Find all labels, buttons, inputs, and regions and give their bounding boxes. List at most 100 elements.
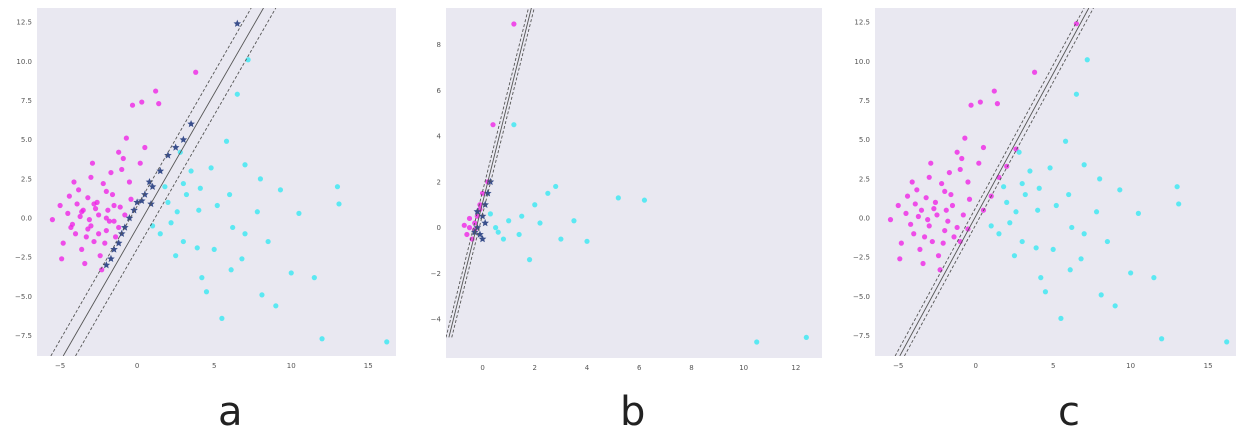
- magenta-point: [994, 101, 1000, 107]
- magenta-point: [193, 69, 199, 75]
- y-tick-label: −4: [431, 316, 442, 324]
- cyan-point: [1036, 185, 1042, 191]
- x-tick-label: −5: [893, 362, 903, 370]
- scatter-chart-b: 0 2 4 6 8 10 12 −4 −2 0 2 4 6 8: [431, 8, 822, 372]
- magenta-point: [116, 149, 122, 155]
- magenta-point: [77, 213, 83, 220]
- magenta-point: [156, 101, 162, 107]
- cyan-point: [506, 218, 512, 224]
- magenta-point: [65, 210, 71, 216]
- cyan-point: [162, 184, 168, 190]
- support-vector-point: [148, 182, 157, 190]
- cyan-point: [311, 275, 317, 281]
- y-tick-label: 12.5: [854, 19, 870, 27]
- cyan-point: [1022, 191, 1028, 198]
- magenta-point: [898, 240, 904, 246]
- magenta-point: [103, 188, 109, 195]
- x-tick-label: 4: [585, 364, 590, 372]
- magenta-point: [153, 88, 159, 94]
- magenta-point: [89, 160, 96, 166]
- magenta-point: [962, 135, 968, 141]
- y-tick-label: 7.5: [21, 97, 32, 105]
- cyan-point: [188, 168, 194, 174]
- cyan-point: [1081, 162, 1087, 168]
- magenta-point: [100, 180, 106, 187]
- y-tick-label: 5.0: [21, 136, 32, 144]
- cyan-point: [242, 162, 248, 168]
- magenta-point: [908, 221, 914, 227]
- cyan-point: [226, 191, 233, 198]
- support-vector-point: [102, 261, 111, 269]
- magenta-point: [117, 204, 123, 210]
- magenta-point: [111, 218, 117, 224]
- magenta-point: [461, 222, 467, 228]
- cyan-point: [519, 213, 525, 219]
- magenta-point: [128, 196, 134, 202]
- y-tick-label: 0.0: [21, 215, 32, 223]
- magenta-point: [99, 267, 105, 273]
- magenta-point: [903, 210, 909, 216]
- x-tick-label: −5: [55, 362, 65, 370]
- cyan-point: [1033, 245, 1039, 251]
- margin-line: [50, 8, 252, 356]
- cyan-point: [516, 231, 522, 238]
- support-vector-point: [133, 198, 141, 206]
- cyan-point: [211, 246, 217, 253]
- magenta-point: [943, 207, 949, 213]
- cyan-point: [208, 165, 214, 171]
- cyan-point: [1104, 238, 1111, 245]
- cyan-point: [199, 275, 205, 281]
- cyan-point: [511, 122, 517, 128]
- magenta-point: [926, 223, 932, 229]
- cyan-point: [532, 202, 538, 208]
- x-tick-label: 5: [1051, 362, 1055, 370]
- x-tick-label: 2: [533, 364, 537, 372]
- cyan-point: [259, 292, 265, 298]
- magenta-point: [932, 199, 939, 205]
- plot-area: [446, 8, 822, 358]
- y-tick-label: 10.0: [854, 58, 870, 66]
- support-vector-point: [164, 151, 172, 159]
- y-tick-label: 0.0: [859, 215, 870, 223]
- magenta-point: [977, 99, 983, 105]
- cyan-point: [1097, 176, 1103, 182]
- support-vector-point: [483, 189, 492, 197]
- magenta-point: [139, 99, 145, 105]
- magenta-point: [959, 155, 965, 162]
- magenta-point: [914, 187, 920, 193]
- cyan-point: [336, 201, 342, 207]
- cyan-point: [545, 190, 551, 196]
- cyan-point: [183, 191, 190, 198]
- y-tick-label: 0: [437, 224, 441, 232]
- cyan-point: [277, 187, 284, 193]
- cyan-point: [288, 270, 294, 276]
- support-vector-point: [179, 135, 188, 143]
- magenta-point: [935, 253, 942, 259]
- magenta-point: [108, 169, 114, 176]
- cyan-point: [1062, 138, 1069, 144]
- cyan-point: [254, 209, 260, 215]
- y-tick-label: 2.5: [859, 175, 870, 183]
- magenta-point: [490, 122, 496, 128]
- magenta-point: [49, 217, 56, 223]
- magenta-point: [466, 225, 473, 231]
- support-vector-point: [476, 230, 484, 238]
- magenta-point: [60, 240, 66, 246]
- cyan-point: [803, 334, 809, 341]
- cyan-point: [615, 195, 621, 201]
- cyan-point: [173, 253, 179, 259]
- magenta-point: [72, 231, 79, 237]
- magenta-point: [948, 191, 954, 198]
- magenta-point: [116, 224, 122, 231]
- x-tick-label: 12: [791, 364, 800, 372]
- support-vector-point: [470, 228, 479, 236]
- cyan-point: [1066, 191, 1072, 198]
- magenta-point: [920, 260, 926, 267]
- cyan-point: [1035, 207, 1041, 213]
- cyan-point: [1016, 149, 1022, 155]
- y-tick-label: −7.5: [853, 332, 870, 340]
- cyan-point: [165, 199, 171, 205]
- x-tick-label: 10: [287, 362, 296, 370]
- cyan-point: [493, 225, 499, 231]
- y-tick-label: −7.5: [15, 332, 32, 340]
